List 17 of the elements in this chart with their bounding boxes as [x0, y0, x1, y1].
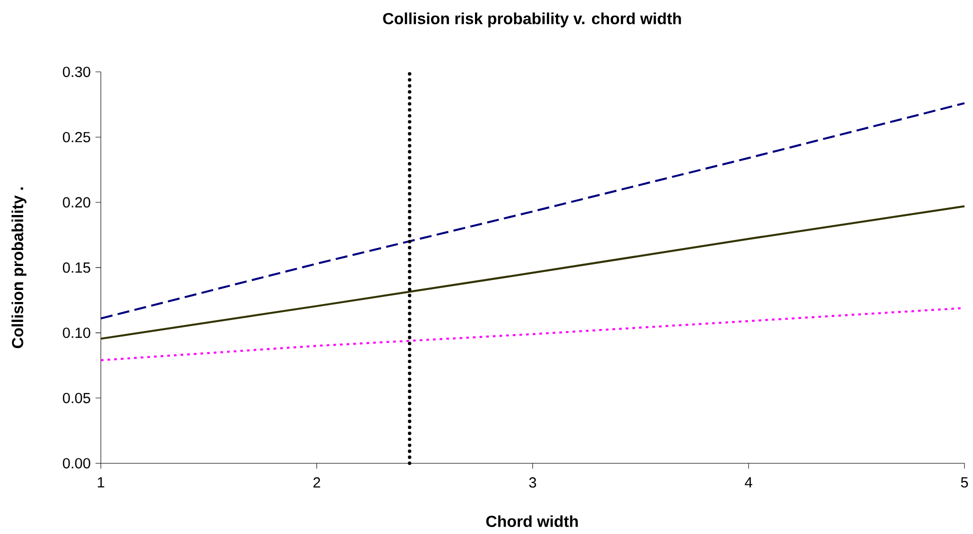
y-tick-label: 0.00: [62, 458, 90, 468]
y-tick-label: 0.20: [62, 197, 90, 208]
line-series: [100, 205, 966, 340]
x-tick-label: 2: [313, 477, 320, 488]
y-tick-label: 0.10: [62, 328, 90, 338]
x-tick-label: 1: [98, 477, 104, 488]
y-tick-label: 0.05: [62, 392, 90, 404]
x-tick-label: 4: [744, 477, 752, 488]
y-tick-label: 0.30: [62, 66, 90, 77]
x-axis-title: Chord width: [486, 515, 578, 527]
x-tick-label: 3: [529, 477, 536, 488]
chart-title: Collision risk probability v. chord width: [383, 12, 681, 28]
x-tick-label: 5: [961, 477, 968, 488]
y-axis-title: Collision probability .: [12, 187, 26, 348]
line-series: [100, 102, 966, 320]
y-tick-label: 0.15: [62, 262, 90, 273]
y-tick-label: 0.25: [62, 132, 90, 142]
